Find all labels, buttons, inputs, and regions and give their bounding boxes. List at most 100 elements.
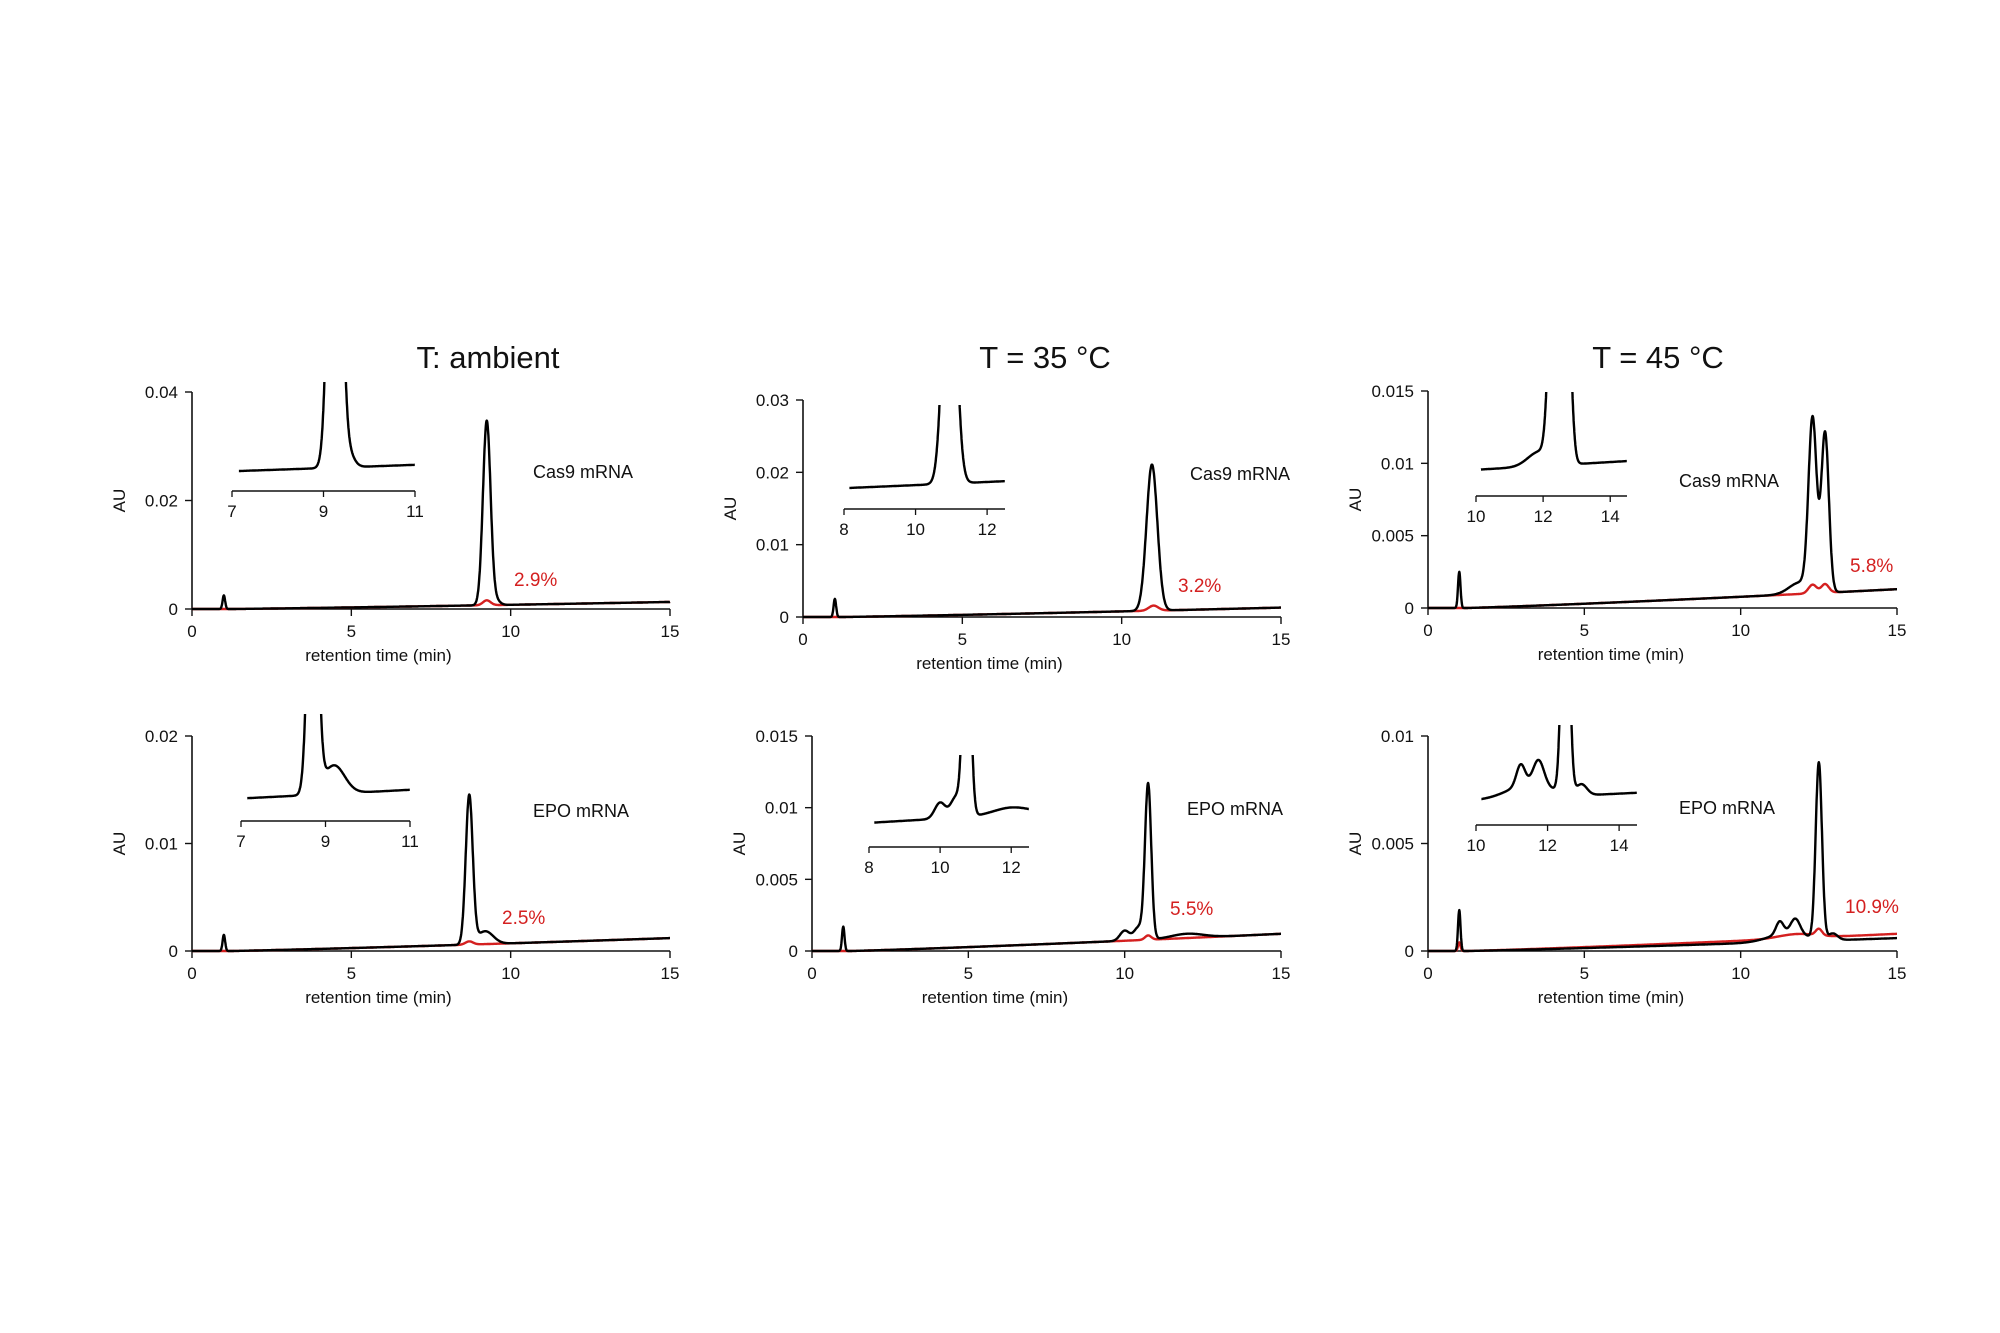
inset-untreated-trace	[849, 405, 1005, 490]
x-tick-label: 5	[964, 964, 973, 983]
y-tick-label: 0	[780, 608, 789, 627]
column-title-ambient: T: ambient	[416, 340, 559, 375]
x-tick-label: 10	[1112, 630, 1131, 649]
inset-untreated-trace	[1481, 725, 1637, 801]
inset-x-tick-label: 10	[1467, 507, 1486, 526]
y-tick-label: 0.01	[1381, 454, 1414, 473]
sample-label: Cas9 mRNA	[1679, 471, 1779, 491]
y-axis-label: AU	[1346, 832, 1365, 856]
y-tick-label: 0.005	[1371, 527, 1414, 546]
inset-x-tick-label: 8	[864, 858, 873, 877]
inset-x-tick-label: 12	[1534, 507, 1553, 526]
x-tick-label: 0	[1423, 621, 1432, 640]
x-tick-label: 15	[1888, 964, 1907, 983]
inset-chart: 7 9 11	[236, 714, 419, 851]
sample-label: EPO mRNA	[1679, 798, 1775, 818]
inset-untreated-trace	[1480, 392, 1627, 471]
x-axis-label: retention time (min)	[305, 646, 451, 665]
chart-panel-2: 0 5 10 15 0 0.01 0.02 0.03 retention time (min) A…	[721, 391, 1291, 673]
untreated-trace	[1427, 761, 1898, 953]
treated-trace	[802, 604, 1282, 619]
untreated-trace	[191, 793, 671, 953]
treated-trace	[1427, 582, 1898, 610]
x-tick-label: 5	[1580, 964, 1589, 983]
percent-label: 2.9%	[514, 570, 557, 591]
y-tick-label: 0.01	[765, 799, 798, 818]
y-tick-label: 0.015	[755, 727, 798, 746]
percent-label: 2.5%	[502, 908, 545, 929]
y-axis-label: AU	[110, 832, 129, 856]
inset-untreated-trace	[238, 382, 415, 473]
percent-label: 3.2%	[1178, 576, 1221, 597]
sample-label: Cas9 mRNA	[1190, 464, 1290, 484]
y-tick-label: 0.04	[145, 383, 178, 402]
untreated-trace	[811, 781, 1282, 953]
inset-x-tick-label: 12	[978, 520, 997, 539]
x-tick-label: 5	[347, 964, 356, 983]
y-tick-label: 0	[169, 600, 178, 619]
x-axis-label: retention time (min)	[305, 988, 451, 1007]
x-tick-label: 0	[187, 964, 196, 983]
y-tick-label: 0.01	[756, 536, 789, 555]
x-tick-label: 5	[958, 630, 967, 649]
y-tick-label: 0.02	[145, 492, 178, 511]
untreated-trace	[191, 419, 671, 611]
column-title-35c: T = 35 °C	[979, 340, 1111, 375]
untreated-trace	[802, 463, 1282, 619]
inset-x-tick-label: 9	[321, 832, 330, 851]
inset-x-tick-label: 11	[401, 832, 419, 851]
y-tick-label: 0.01	[145, 835, 178, 854]
inset-x-tick-label: 14	[1610, 836, 1629, 855]
inset-chart: 10 12 14	[1467, 725, 1637, 855]
x-tick-label: 15	[1272, 964, 1291, 983]
y-axis-label: AU	[730, 832, 749, 856]
untreated-trace	[1427, 414, 1898, 610]
inset-chart: 10 12 14	[1467, 392, 1627, 526]
y-tick-label: 0	[169, 942, 178, 961]
percent-label: 5.5%	[1170, 899, 1213, 920]
x-axis-label: retention time (min)	[1538, 645, 1684, 664]
x-tick-label: 0	[798, 630, 807, 649]
inset-chart: 8 10 12	[839, 405, 1005, 539]
x-tick-label: 0	[807, 964, 816, 983]
y-tick-label: 0.005	[1371, 835, 1414, 854]
inset-x-tick-label: 7	[227, 502, 236, 521]
y-axis-label: AU	[1346, 488, 1365, 512]
y-axis-label: AU	[110, 489, 129, 513]
inset-x-tick-label: 12	[1538, 836, 1557, 855]
x-tick-label: 10	[1115, 964, 1134, 983]
x-tick-label: 15	[1888, 621, 1907, 640]
inset-x-tick-label: 10	[1467, 836, 1486, 855]
y-tick-label: 0.015	[1371, 382, 1414, 401]
y-tick-label: 0.03	[756, 391, 789, 410]
y-tick-label: 0.02	[756, 463, 789, 482]
inset-x-tick-label: 7	[236, 832, 245, 851]
inset-chart: 8 10 12	[864, 755, 1030, 877]
x-tick-label: 10	[501, 964, 520, 983]
x-tick-label: 5	[1580, 621, 1589, 640]
x-tick-label: 0	[1423, 964, 1432, 983]
inset-untreated-trace	[874, 755, 1030, 824]
x-tick-label: 10	[1731, 621, 1750, 640]
x-axis-label: retention time (min)	[922, 988, 1068, 1007]
inset-chart: 7 9 11	[227, 382, 424, 521]
inset-x-tick-label: 8	[839, 520, 848, 539]
y-axis-label: AU	[721, 497, 740, 521]
y-tick-label: 0	[789, 942, 798, 961]
x-tick-label: 10	[1731, 964, 1750, 983]
inset-x-tick-label: 10	[931, 858, 950, 877]
sample-label: EPO mRNA	[1187, 799, 1283, 819]
chart-panel-1: 0 5 10 15 0 0.02 0.04 retention time (min) AU Cas…	[110, 382, 679, 665]
x-tick-label: 15	[1272, 630, 1291, 649]
sample-label: Cas9 mRNA	[533, 462, 633, 482]
y-tick-label: 0	[1405, 942, 1414, 961]
x-tick-label: 0	[187, 622, 196, 641]
inset-untreated-trace	[247, 714, 410, 800]
chart-panel-3: 0 5 10 15 0 0.005 0.01 0.015 retention time (min…	[1346, 382, 1907, 664]
x-tick-label: 10	[501, 622, 520, 641]
chart-panel-4: 0 5 10 15 0 0.01 0.02 retention time (min) AU EPO…	[110, 714, 679, 1007]
chart-panel-6: 0 5 10 15 0 0.005 0.01 retention time (min) AU EP…	[1346, 725, 1907, 1007]
column-title-45c: T = 45 °C	[1592, 340, 1724, 375]
x-axis-label: retention time (min)	[916, 654, 1062, 673]
